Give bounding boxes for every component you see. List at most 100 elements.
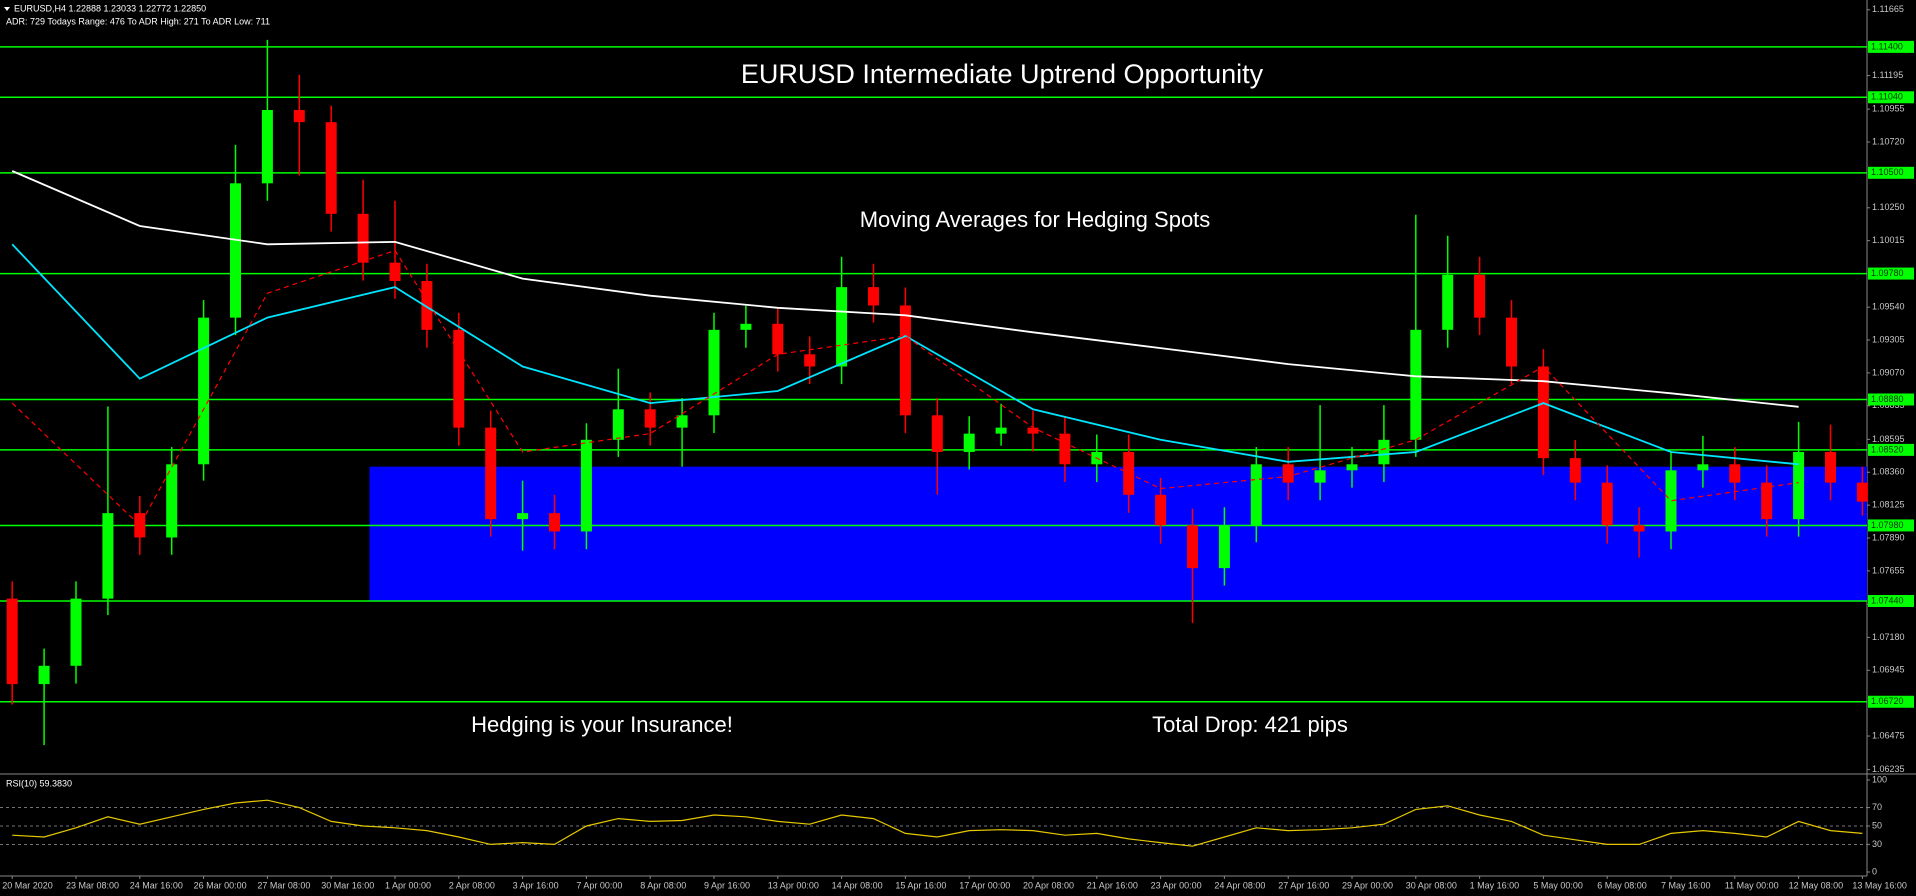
candle-body [1506,317,1517,367]
x-tick-label: 23 Apr 00:00 [1151,880,1202,890]
candle-body [1282,464,1294,483]
level-label: 1.08880 [1871,394,1904,404]
x-tick-label: 30 Apr 08:00 [1406,880,1457,890]
x-tick-label: 15 Apr 16:00 [895,880,946,890]
x-tick-label: 11 May 00:00 [1725,880,1779,890]
candle-body [70,598,82,666]
y-tick-label: 1.09070 [1872,367,1905,377]
candle-body [166,464,178,538]
candle-body [836,287,848,367]
candle-body [804,354,816,367]
candle-body [1346,464,1358,471]
x-tick-label: 17 Apr 00:00 [959,880,1010,890]
candle-body [995,427,1007,434]
x-tick-label: 27 Apr 16:00 [1278,880,1329,890]
candle-body [134,513,146,538]
hedge-zone [369,466,1868,602]
y-tick-label: 50 [1872,820,1882,830]
moving-average [11,243,1799,466]
x-tick-label: 7 Apr 00:00 [576,880,622,890]
rsi-line [12,799,1863,847]
x-tick-label: 14 Apr 08:00 [832,880,883,890]
candle-body [1250,464,1262,526]
x-tick-label: 9 Apr 16:00 [704,880,750,890]
x-tick-label: 26 Mar 00:00 [194,880,247,890]
level-tag [1868,595,1914,608]
candle-body [1059,433,1071,465]
level-label: 1.10500 [1871,167,1904,177]
candle-body [963,433,975,452]
y-tick-label: 1.09540 [1872,302,1905,312]
candle-body [772,323,784,355]
annotation: Total Drop: 421 pips [1152,712,1348,737]
candle-body [1761,482,1773,520]
candle-body [198,317,210,465]
candle-body [517,513,529,520]
candle-body [868,287,879,306]
panel-title: RSI(10) 59.3830 [6,778,72,788]
candle-body [1729,464,1741,483]
y-tick-label: 1.11195 [1872,70,1903,80]
candle-body [740,323,752,330]
candle-body [1474,274,1486,318]
candle-body [708,329,720,416]
candle-body [293,109,305,123]
x-tick-label: 13 Apr 00:00 [768,880,819,890]
level-label: 1.07980 [1871,520,1904,530]
level-tag [1868,91,1914,104]
annotation: Hedging is your Insurance! [471,712,733,737]
candle-body [1569,458,1581,483]
candle-body [931,415,943,452]
y-tick-label: 70 [1872,802,1882,812]
x-tick-label: 21 Apr 16:00 [1087,880,1138,890]
candle-body [1442,274,1454,330]
candle-body [102,513,114,599]
candle-body [1027,427,1039,434]
x-tick-label: 20 Mar 2020 [2,880,53,890]
candle-body [1410,329,1422,440]
x-tick-label: 3 Apr 16:00 [513,880,559,890]
candle-body [676,415,688,428]
y-tick-label: 1.07890 [1872,532,1905,542]
candle-body [580,439,592,532]
level-label: 1.11040 [1871,92,1903,102]
level-label: 1.11400 [1871,41,1903,51]
candle-body [1218,525,1230,569]
y-tick-label: 1.08360 [1872,467,1905,477]
y-tick-label: 1.08595 [1872,434,1905,444]
x-tick-label: 30 Mar 16:00 [321,880,374,890]
candle-body [1187,525,1198,569]
y-tick-label: 30 [1872,839,1882,849]
level-tag [1868,166,1914,179]
y-tick-label: 1.11665 [1872,4,1904,14]
candle-body [1601,482,1613,526]
candle-body [899,305,911,416]
level-label: 1.09780 [1871,268,1904,278]
x-tick-label: 8 Apr 08:00 [640,880,686,890]
y-tick-label: 1.07655 [1872,565,1905,575]
level-tag [1868,40,1914,53]
annotation: Moving Averages for Hedging Spots [860,207,1211,232]
moving-average [11,249,1799,527]
x-tick-label: 24 Apr 08:00 [1214,880,1265,890]
adr-line: ADR: 729 Todays Range: 476 To ADR High: … [6,16,270,26]
candle-body [644,409,656,428]
moving-average [11,170,1799,408]
level-label: 1.06720 [1871,696,1904,706]
x-tick-label: 2 Apr 08:00 [449,880,495,890]
candle-body [389,262,401,281]
candle-body [549,513,560,532]
x-tick-label: 27 Mar 08:00 [257,880,310,890]
candle-body [1378,439,1390,465]
y-tick-label: 1.09305 [1872,334,1905,344]
candle-body [421,280,433,330]
candle-body [453,329,465,428]
level-tag [1868,443,1914,456]
x-tick-label: 24 Mar 16:00 [130,880,183,890]
x-tick-label: 13 May 16:00 [1852,880,1907,890]
candle-body [357,213,369,263]
y-tick-label: 0 [1872,866,1877,876]
y-tick-label: 1.10015 [1872,235,1905,245]
